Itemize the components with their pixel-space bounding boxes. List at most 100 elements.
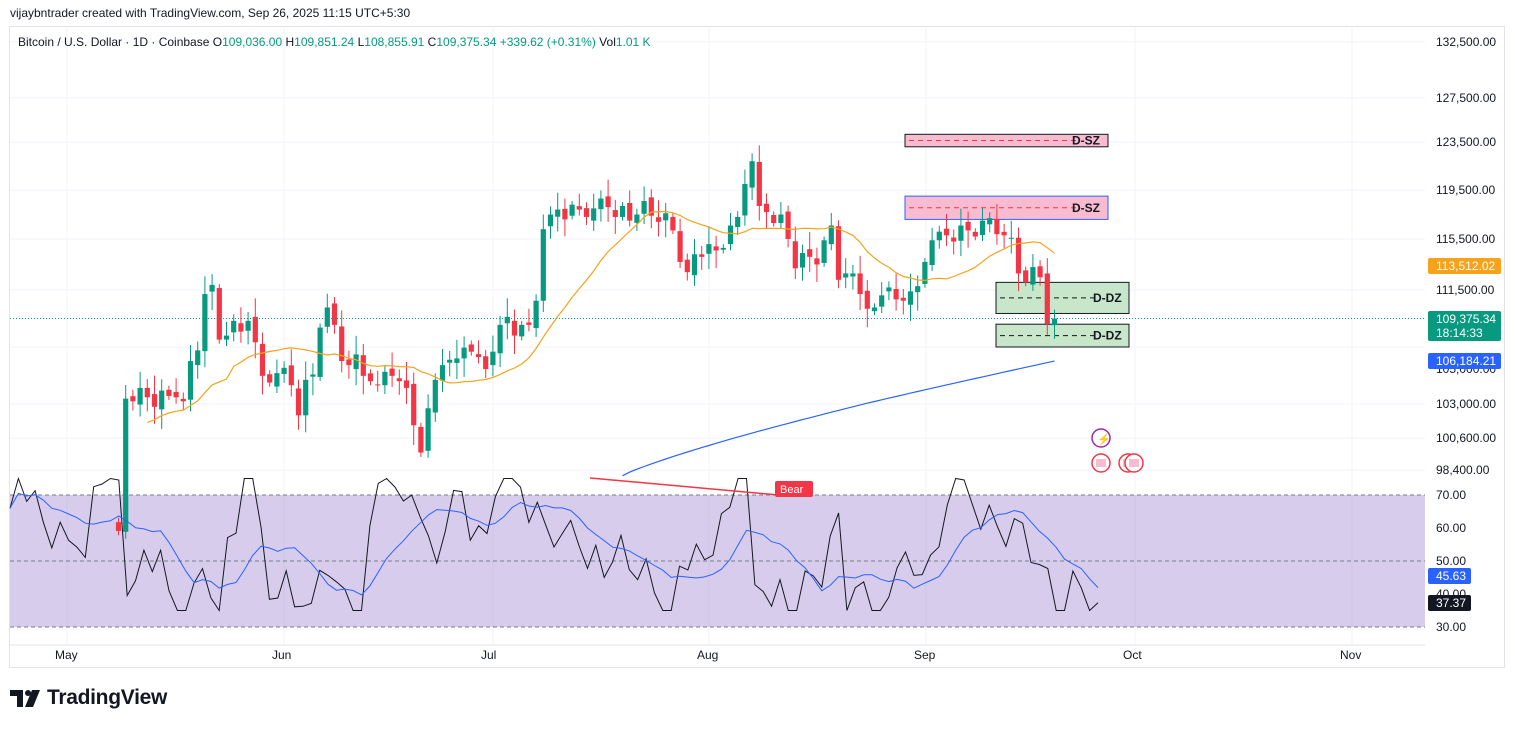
- candle[interactable]: [367, 373, 374, 382]
- candle[interactable]: [216, 287, 222, 340]
- candle[interactable]: [123, 398, 129, 532]
- candle[interactable]: [339, 326, 345, 362]
- candle[interactable]: [828, 225, 834, 245]
- candle[interactable]: [655, 217, 662, 222]
- candle[interactable]: [209, 284, 215, 292]
- candle[interactable]: [166, 389, 172, 396]
- candle[interactable]: [159, 390, 165, 410]
- candle[interactable]: [238, 323, 244, 332]
- candle[interactable]: [555, 209, 561, 217]
- candle[interactable]: [763, 203, 770, 213]
- candle[interactable]: [886, 287, 892, 292]
- candle[interactable]: [504, 316, 510, 324]
- candle[interactable]: [756, 161, 762, 206]
- candle[interactable]: [511, 320, 518, 336]
- candle[interactable]: [1008, 237, 1014, 239]
- candle[interactable]: [871, 307, 878, 312]
- candle[interactable]: [1001, 231, 1007, 236]
- candle[interactable]: [331, 303, 338, 325]
- candle[interactable]: [1023, 270, 1029, 283]
- candle[interactable]: [396, 378, 402, 382]
- candle[interactable]: [612, 210, 618, 217]
- candle[interactable]: [245, 320, 251, 331]
- candle[interactable]: [857, 273, 863, 295]
- candle[interactable]: [490, 351, 496, 366]
- candle[interactable]: [252, 316, 258, 343]
- candle[interactable]: [735, 216, 741, 227]
- candle[interactable]: [303, 379, 309, 416]
- candle[interactable]: [1037, 266, 1043, 278]
- event-lightning-icon[interactable]: [1091, 428, 1111, 448]
- candle[interactable]: [267, 374, 273, 383]
- candle[interactable]: [411, 383, 417, 426]
- candle[interactable]: [720, 247, 726, 250]
- candle[interactable]: [274, 373, 280, 387]
- candle[interactable]: [936, 231, 942, 241]
- supply-zone[interactable]: [904, 195, 1109, 220]
- candle[interactable]: [648, 197, 654, 216]
- candle[interactable]: [569, 204, 575, 216]
- candle[interactable]: [526, 322, 532, 325]
- candle[interactable]: [591, 208, 597, 221]
- candle[interactable]: [389, 368, 395, 376]
- candle[interactable]: [281, 367, 287, 374]
- candle[interactable]: [807, 249, 813, 257]
- candle[interactable]: [583, 208, 590, 217]
- candle[interactable]: [893, 288, 899, 300]
- candle[interactable]: [324, 307, 330, 327]
- candle[interactable]: [461, 347, 467, 359]
- candle[interactable]: [454, 358, 460, 363]
- candle[interactable]: [533, 300, 539, 329]
- demand-zone[interactable]: [995, 323, 1130, 348]
- candle[interactable]: [425, 408, 431, 451]
- candle[interactable]: [231, 320, 237, 333]
- candle[interactable]: [439, 365, 446, 381]
- candle[interactable]: [317, 327, 323, 377]
- candle[interactable]: [418, 426, 424, 453]
- candle[interactable]: [1015, 237, 1022, 274]
- candle[interactable]: [202, 294, 208, 352]
- candle[interactable]: [771, 214, 777, 224]
- candle[interactable]: [965, 221, 971, 231]
- candle[interactable]: [915, 286, 921, 293]
- candle[interactable]: [130, 396, 136, 402]
- candle[interactable]: [346, 359, 352, 366]
- candle[interactable]: [951, 237, 957, 242]
- candle[interactable]: [792, 241, 798, 269]
- candle[interactable]: [943, 228, 950, 236]
- tradingview-logo[interactable]: TradingView: [10, 686, 167, 710]
- candle[interactable]: [137, 387, 143, 405]
- candle[interactable]: [497, 324, 503, 354]
- candle[interactable]: [907, 291, 914, 305]
- rsi-ma-line[interactable]: [9, 492, 1099, 596]
- candle[interactable]: [468, 344, 474, 352]
- ma50-line[interactable]: [147, 210, 1055, 423]
- symbol-title[interactable]: Bitcoin / U.S. Dollar · 1D · Coinbase: [18, 35, 210, 49]
- candle[interactable]: [295, 388, 302, 416]
- candle[interactable]: [727, 225, 734, 245]
- candle[interactable]: [879, 295, 885, 307]
- candle[interactable]: [821, 240, 827, 263]
- candle[interactable]: [663, 213, 669, 221]
- candle[interactable]: [972, 231, 978, 237]
- candle[interactable]: [598, 198, 604, 210]
- candle[interactable]: [173, 391, 179, 398]
- rsi-line[interactable]: [9, 476, 1099, 612]
- supply-zone[interactable]: [904, 133, 1109, 148]
- candle[interactable]: [547, 214, 554, 227]
- candle[interactable]: [835, 226, 842, 280]
- candle[interactable]: [641, 201, 647, 214]
- candle[interactable]: [483, 356, 489, 370]
- candle[interactable]: [288, 365, 294, 386]
- candle[interactable]: [785, 211, 791, 239]
- candle[interactable]: [713, 246, 719, 251]
- candle[interactable]: [195, 350, 201, 366]
- candle[interactable]: [864, 290, 870, 309]
- candle[interactable]: [259, 343, 266, 376]
- candle[interactable]: [540, 229, 546, 301]
- candle[interactable]: [432, 379, 438, 413]
- candle[interactable]: [799, 253, 806, 268]
- candle[interactable]: [958, 225, 964, 241]
- candle[interactable]: [994, 218, 1000, 235]
